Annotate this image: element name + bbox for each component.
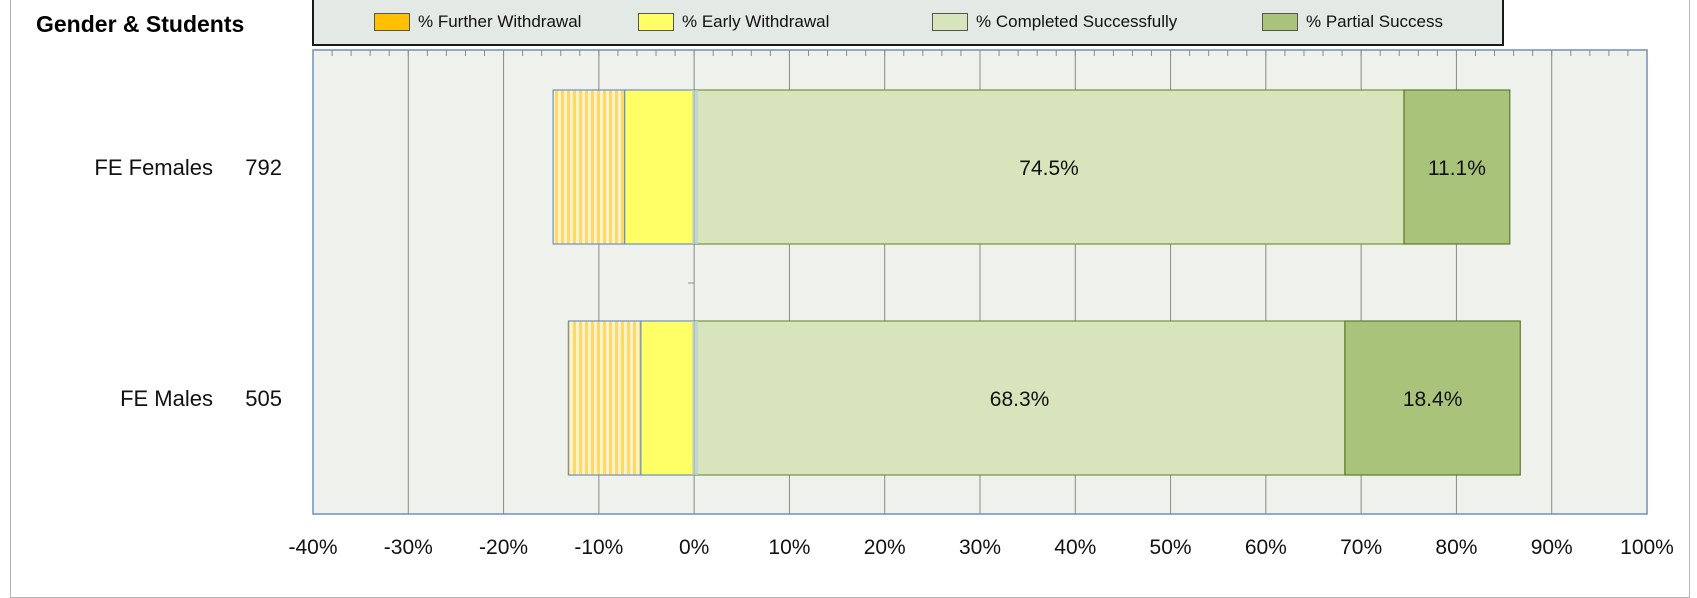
x-tick-label: 100% [1620,536,1674,559]
legend-label-completed-successfully: % Completed Successfully [976,12,1178,31]
bar-further-0 [552,89,626,245]
x-tick-label: 60% [1245,536,1287,559]
x-tick-label: 0% [679,536,709,559]
data-label-partial-0: 11.1% [1428,157,1486,180]
x-tick-label: -10% [574,536,623,559]
x-tick-label: 50% [1150,536,1192,559]
chart-title: Gender & Students [36,11,245,37]
legend-swatch-partial-success [1262,13,1298,31]
category-count-0: 792 [245,155,282,180]
data-label-completed-0: 74.5% [1019,157,1079,180]
x-tick-label: 20% [864,536,906,559]
category-name-0: FE Females [94,155,213,180]
category-count-1: 505 [245,386,282,411]
data-label-partial-1: 18.4% [1403,388,1463,411]
legend-item-early-withdrawal: % Early Withdrawal [638,0,829,44]
x-tick-label: -40% [288,536,337,559]
x-tick-label: 30% [959,536,1001,559]
legend-swatch-completed-successfully [932,13,968,31]
legend-label-further-withdrawal: % Further Withdrawal [418,12,582,31]
data-label-completed-1: 68.3% [990,388,1050,411]
category-name-1: FE Males [120,386,213,411]
x-tick-label: 80% [1435,536,1477,559]
bar-partial-1 [1344,320,1521,476]
zero-edge-0 [692,90,699,244]
legend-swatch-further-withdrawal [374,13,410,31]
legend-item-partial-success: % Partial Success [1262,0,1443,44]
legend-swatch-early-withdrawal [638,13,674,31]
x-tick-label: 40% [1054,536,1096,559]
bar-partial-0 [1403,89,1511,245]
x-tick-label: 10% [768,536,810,559]
bars: 74.5% 11.1% 68.3% 18.4% [552,89,1521,476]
x-tick-label: -20% [479,536,528,559]
x-axis-ticks: -40% -30% -20% -10% 0% 10% 20% 30% 40% 50% 60% 70% 8… [288,536,1673,559]
legend-label-early-withdrawal: % Early Withdrawal [682,12,830,31]
legend-item-further-withdrawal: % Further Withdrawal [374,0,581,44]
bar-early-0 [623,89,695,245]
bar-completed-0 [693,89,1405,245]
x-tick-label: 70% [1340,536,1382,559]
category-labels: FE Females 792 FE Males 505 [94,155,282,411]
x-tick-label: 90% [1531,536,1573,559]
chart-legend: % Further Withdrawal % Early Withdrawal … [312,0,1504,46]
bar-early-1 [640,320,695,476]
legend-item-completed-successfully: % Completed Successfully [932,0,1177,44]
legend-label-partial-success: % Partial Success [1306,12,1443,31]
x-tick-label: -30% [384,536,433,559]
bar-further-1 [567,320,642,476]
zero-edge-1 [692,321,699,475]
